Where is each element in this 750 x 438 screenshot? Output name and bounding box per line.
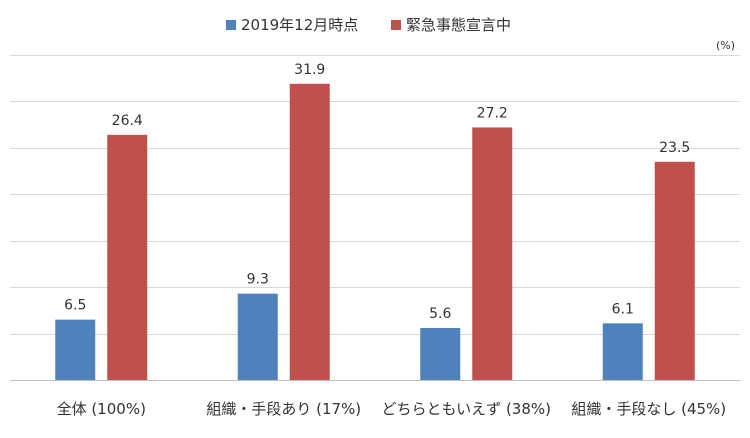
bars	[55, 83, 695, 381]
bar-emergency	[472, 127, 513, 380]
value-label-emergency: 27.2	[477, 105, 508, 121]
legend: 2019年12月時点 緊急事態宣言中	[226, 16, 511, 34]
value-label-emergency: 23.5	[659, 140, 690, 156]
bar-2019	[55, 319, 96, 380]
bar-2019	[420, 328, 461, 380]
bar-2019	[602, 323, 643, 380]
legend-label-emergency: 緊急事態宣言中	[406, 16, 511, 34]
value-label-emergency: 31.9	[294, 62, 325, 78]
legend-swatch-emergency	[391, 20, 401, 30]
bar-emergency	[107, 134, 148, 380]
value-label-2019: 6.5	[64, 298, 86, 314]
category-label: 全体 (100%)	[57, 400, 146, 418]
unit-label: (%)	[716, 39, 735, 52]
category-labels: 全体 (100%) 組織・手段あり (17%) どちらともいえず (38%) 組…	[57, 400, 727, 418]
bar-2019	[237, 293, 278, 380]
category-label: 組織・手段あり (17%)	[206, 400, 361, 418]
category-label: どちらともいえず (38%)	[381, 400, 551, 418]
value-label-2019: 9.3	[247, 272, 269, 288]
value-labels: 6.5 26.4 9.3 31.9 5.6 27.2 6.1 23.5	[64, 62, 690, 322]
bar-emergency	[289, 83, 330, 381]
value-label-2019: 6.1	[612, 301, 634, 317]
value-label-emergency: 26.4	[112, 113, 143, 129]
value-label-2019: 5.6	[429, 306, 451, 322]
legend-label-2019: 2019年12月時点	[241, 16, 358, 34]
legend-swatch-2019	[226, 20, 236, 30]
bar-emergency	[654, 161, 695, 380]
category-label: 組織・手段なし (45%)	[571, 400, 726, 418]
